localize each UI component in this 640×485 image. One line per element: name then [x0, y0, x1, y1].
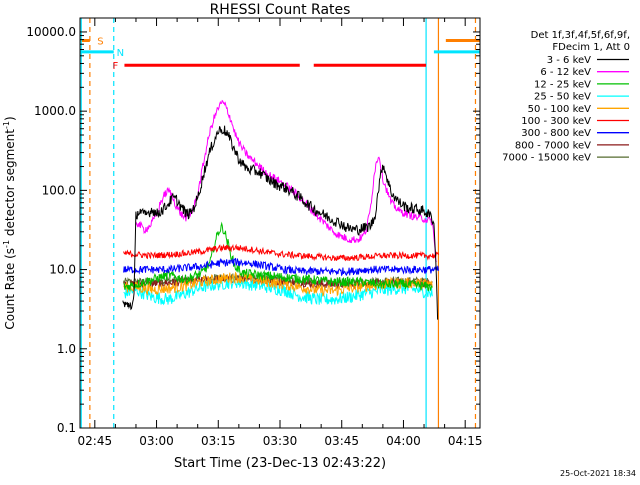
x-tick-label: 04:00	[386, 434, 421, 448]
x-tick-label: 02:45	[78, 434, 113, 448]
x-tick-label: 03:30	[263, 434, 298, 448]
series-line-1	[122, 125, 439, 320]
y-tick-label: 10000.0	[26, 25, 76, 39]
series-line-2	[135, 99, 437, 263]
legend-label: 6 - 12 keV	[540, 67, 591, 78]
legend-label: 25 - 50 keV	[534, 92, 591, 103]
chart-title: RHESSI Count Rates	[210, 2, 351, 18]
footer-timestamp: 25-Oct-2021 18:34	[560, 469, 636, 478]
flags-layer: S NF	[80, 18, 480, 428]
legend-header: FDecim 1, Att 0	[552, 42, 630, 53]
legend-label: 100 - 300 keV	[521, 116, 591, 127]
x-axis-label: Start Time (23-Dec-13 02:43:22)	[174, 456, 386, 471]
series-line-3	[123, 221, 433, 292]
x-tick-label: 03:15	[201, 434, 236, 448]
legend-header: Det 1f,3f,4f,5f,6f,9f,	[531, 30, 630, 41]
legend-label: 800 - 7000 keV	[515, 140, 591, 151]
x-tick-label: 03:45	[324, 434, 359, 448]
y-tick-label: 1000.0	[34, 104, 76, 118]
flag-label: S	[97, 36, 103, 47]
y-tick-label: 1.0	[57, 342, 76, 356]
series-layer	[122, 99, 439, 320]
x-tick-label: 03:00	[139, 434, 174, 448]
flag-label: F	[113, 61, 119, 72]
y-tick-label: 100.0	[42, 183, 76, 197]
series-line-4	[123, 275, 433, 306]
y-tick-label: 0.1	[57, 421, 76, 435]
flag-label: N	[117, 48, 124, 59]
series-line-6	[123, 243, 439, 262]
legend: Det 1f,3f,4f,5f,6f,9f,FDecim 1, Att 0 3 -…	[502, 30, 630, 164]
series-line-7	[123, 257, 439, 277]
legend-label: 300 - 800 keV	[521, 128, 591, 139]
legend-label: 3 - 6 keV	[547, 55, 591, 66]
y-axis-label: Count Rate (s-1 detector segment-1)	[2, 116, 17, 329]
x-tick-label: 04:15	[448, 434, 483, 448]
legend-label: 7000 - 15000 keV	[502, 153, 591, 164]
flag-n: N	[80, 18, 480, 428]
flag-s: S	[80, 18, 480, 428]
y-tick-label: 10.0	[49, 263, 76, 277]
legend-label: 12 - 25 keV	[534, 79, 591, 90]
axes-layer: 0.1 1.0 10.0 100.0 1000.0 10000.0 02:45 03:00 03…	[2, 18, 482, 448]
legend-label: 50 - 100 keV	[528, 104, 592, 115]
flag-f: F	[113, 61, 427, 72]
